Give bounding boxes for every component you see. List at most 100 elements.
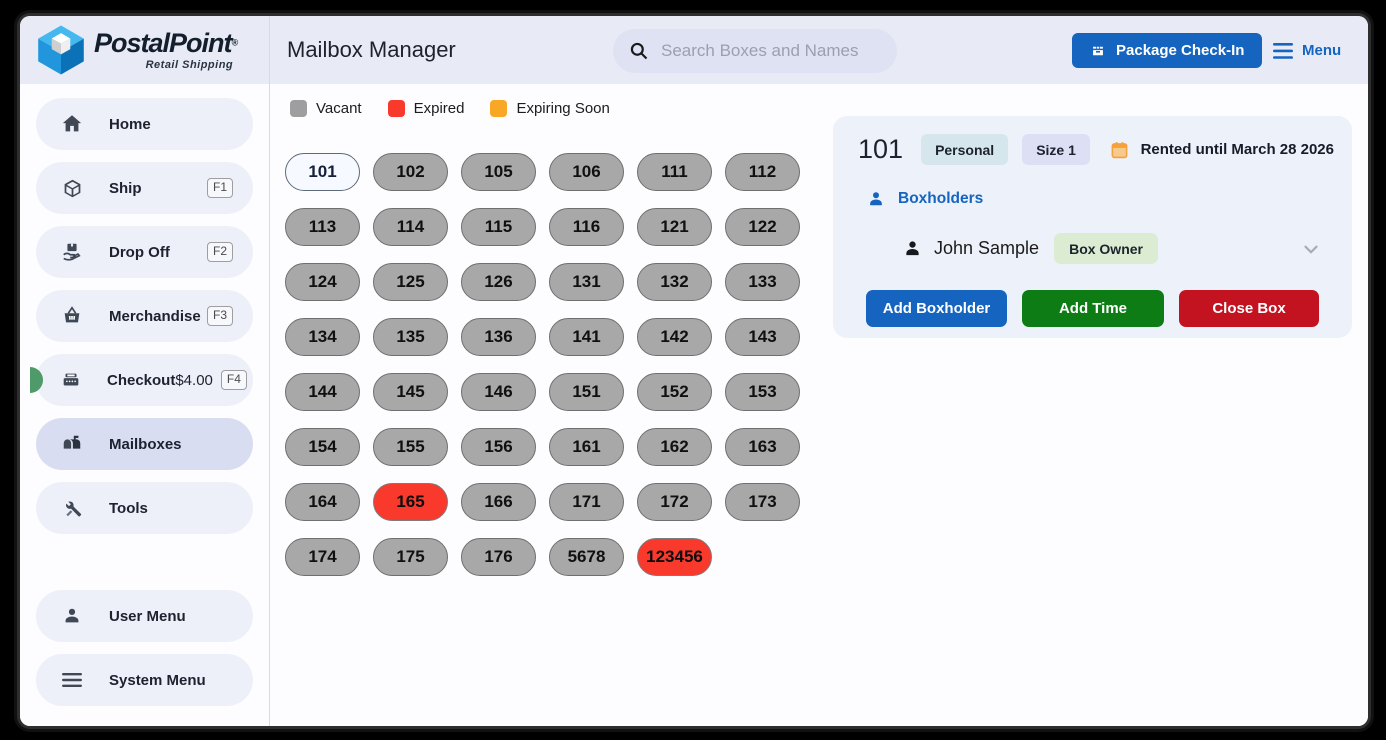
boxholder-person-icon (906, 241, 919, 256)
mailbox-button[interactable]: 151 (549, 373, 624, 411)
add-time-button[interactable]: Add Time (1022, 290, 1164, 327)
mailbox-button[interactable]: 152 (637, 373, 712, 411)
mailbox-button[interactable]: 172 (637, 483, 712, 521)
chevron-down-icon[interactable] (1300, 238, 1322, 260)
rented-until-text: Rented until March 28 2026 (1140, 141, 1334, 158)
checkout-amount: $4.00 (175, 371, 213, 389)
box-detail-panel: 101 Personal Size 1 Rented until March 2… (833, 116, 1352, 338)
mailbox-button[interactable]: 113 (285, 208, 360, 246)
mailbox-button[interactable]: 143 (725, 318, 800, 356)
mailbox-button[interactable]: 136 (461, 318, 536, 356)
basket-icon (60, 305, 84, 327)
mailbox-button[interactable]: 124 (285, 263, 360, 301)
mailbox-button[interactable]: 142 (637, 318, 712, 356)
sidebar-item-tools[interactable]: Tools (36, 482, 253, 534)
tools-icon (60, 498, 84, 519)
box-type-badge: Personal (921, 134, 1009, 165)
package-icon (60, 178, 84, 199)
register-icon (60, 369, 82, 391)
mailbox-button[interactable]: 145 (373, 373, 448, 411)
sidebar-item-checkout[interactable]: Checkout $4.00 F4 (30, 354, 253, 406)
hamburger-icon (1273, 42, 1293, 59)
brand-name: PostalPoint® (94, 27, 239, 58)
mailbox-button[interactable]: 123456 (637, 538, 712, 576)
legend-item: Expiring Soon (490, 100, 610, 117)
mailbox-button[interactable]: 115 (461, 208, 536, 246)
shortcut-badge: F1 (206, 178, 233, 198)
mailbox-button[interactable]: 135 (373, 318, 448, 356)
mailbox-button[interactable]: 176 (461, 538, 536, 576)
boxholder-role-badge: Box Owner (1054, 233, 1158, 264)
mailbox-button[interactable]: 126 (461, 263, 536, 301)
mailbox-button[interactable]: 106 (549, 153, 624, 191)
mailbox-button[interactable]: 146 (461, 373, 536, 411)
search-icon (630, 42, 648, 60)
mailbox-button[interactable]: 162 (637, 428, 712, 466)
home-icon (60, 113, 84, 135)
mailbox-button[interactable]: 156 (461, 428, 536, 466)
mailbox-button[interactable]: 174 (285, 538, 360, 576)
selected-box-number: 101 (858, 134, 904, 164)
boxholders-link[interactable]: Boxholders (866, 189, 1334, 209)
mailbox-button[interactable]: 125 (373, 263, 448, 301)
sidebar-item-ship[interactable]: Ship F1 (36, 162, 253, 214)
add-boxholder-button[interactable]: Add Boxholder (866, 290, 1007, 327)
legend-item: Expired (387, 100, 465, 117)
search-bar[interactable] (613, 29, 897, 73)
shortcut-badge: F3 (206, 306, 233, 326)
mailbox-button[interactable]: 122 (725, 208, 800, 246)
mailbox-button[interactable]: 175 (373, 538, 448, 576)
search-input[interactable] (661, 41, 881, 61)
mailbox-button[interactable]: 165 (373, 483, 448, 521)
mailbox-button[interactable]: 173 (725, 483, 800, 521)
mailbox-button[interactable]: 5678 (549, 538, 624, 576)
mailbox-button[interactable]: 114 (373, 208, 448, 246)
mailbox-icon (60, 433, 84, 455)
sidebar-item-drop-off[interactable]: Drop Off F2 (36, 226, 253, 278)
sidebar-item-user-menu[interactable]: User Menu (36, 590, 253, 642)
close-box-button[interactable]: Close Box (1179, 290, 1319, 327)
postalpoint-cube-icon (38, 25, 84, 75)
calendar-icon (1111, 141, 1128, 159)
box-size-badge: Size 1 (1022, 134, 1090, 165)
legend-swatch (490, 100, 508, 117)
mailbox-button[interactable]: 163 (725, 428, 800, 466)
brand-tagline: Retail Shipping (145, 58, 234, 71)
mailbox-button[interactable]: 161 (549, 428, 624, 466)
mailbox-button[interactable]: 112 (725, 153, 800, 191)
app-window: PostalPoint® Retail Shipping Mailbox Man… (20, 16, 1368, 726)
legend-label: Expired (413, 100, 465, 117)
mailbox-button[interactable]: 141 (549, 318, 624, 356)
mailbox-button[interactable]: 155 (373, 428, 448, 466)
dropoff-icon (60, 241, 84, 263)
mailbox-button[interactable]: 133 (725, 263, 800, 301)
mailbox-button[interactable]: 144 (285, 373, 360, 411)
menu-lines-icon (60, 672, 84, 688)
mailbox-button[interactable]: 116 (549, 208, 624, 246)
mailbox-button[interactable]: 105 (461, 153, 536, 191)
sidebar-item-merchandise[interactable]: Merchandise F3 (36, 290, 253, 342)
mailbox-button[interactable]: 153 (725, 373, 800, 411)
mailbox-button[interactable]: 102 (373, 153, 448, 191)
package-checkin-button[interactable]: Package Check-In (1072, 33, 1263, 68)
mailbox-button[interactable]: 134 (285, 318, 360, 356)
mailbox-button[interactable]: 164 (285, 483, 360, 521)
mailbox-button[interactable]: 132 (637, 263, 712, 301)
mailbox-button[interactable]: 154 (285, 428, 360, 466)
shortcut-badge: F2 (206, 242, 233, 262)
mailbox-button[interactable]: 171 (549, 483, 624, 521)
sidebar-item-mailboxes[interactable]: Mailboxes (36, 418, 253, 470)
sidebar-item-system-menu[interactable]: System Menu (36, 654, 253, 706)
sidebar: Home Ship F1 Drop Off F2 Mer (20, 84, 270, 726)
registered-mark: ® (231, 37, 239, 48)
mailbox-button[interactable]: 131 (549, 263, 624, 301)
checkout-cart-badge (30, 367, 43, 393)
mailbox-button[interactable]: 121 (637, 208, 712, 246)
main-content: Vacant Expired Expiring Soon 101 102 105 106 1… (270, 84, 1368, 726)
legend-swatch (290, 100, 307, 117)
sidebar-item-home[interactable]: Home (36, 98, 253, 150)
mailbox-button[interactable]: 101 (285, 153, 360, 191)
mailbox-button[interactable]: 111 (637, 153, 712, 191)
menu-button[interactable]: Menu (1273, 33, 1341, 68)
mailbox-button[interactable]: 166 (461, 483, 536, 521)
